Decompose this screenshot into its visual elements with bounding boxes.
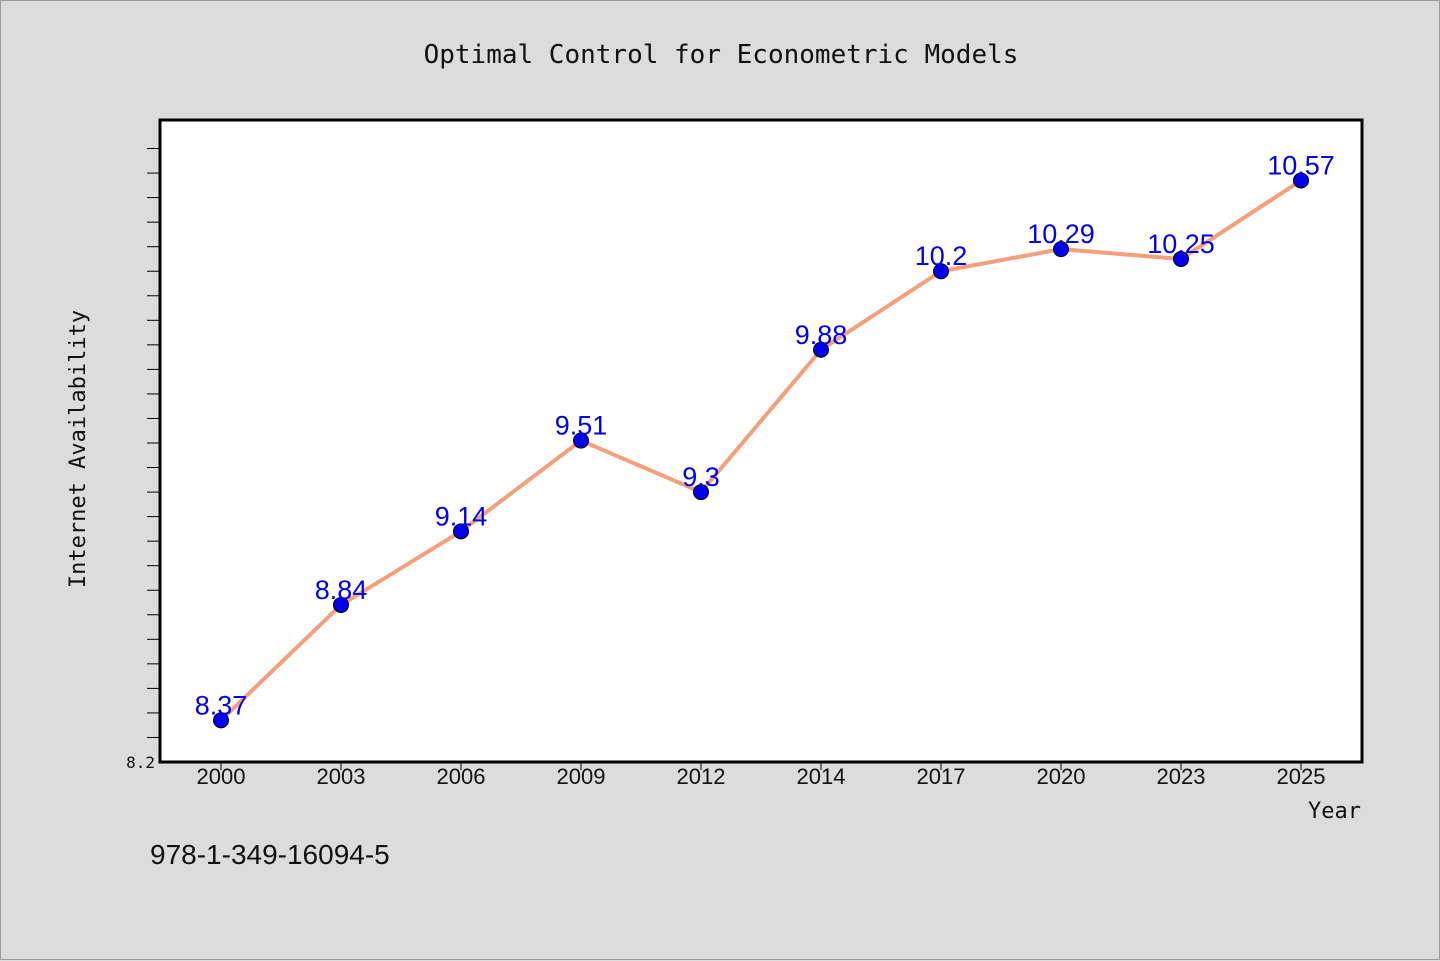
x-axis-ticks: 2000 2003 2006 2009 2012 2014 2017 2020 2023 2025	[197, 762, 1326, 789]
data-point	[573, 432, 589, 449]
data-label: 10.2	[915, 241, 968, 271]
data-label: 9.3	[682, 462, 720, 492]
x-tick-label: 2009	[557, 764, 606, 789]
data-label: 9.14	[435, 501, 488, 531]
data-point	[1053, 241, 1069, 258]
x-tick-label: 2014	[797, 764, 846, 789]
chart-title: Optimal Control for Econometric Models	[424, 40, 1019, 70]
data-point	[813, 341, 829, 358]
x-tick-label: 2003	[317, 764, 366, 789]
y-axis-label: Internet Availability	[66, 310, 91, 588]
x-tick-label: 2017	[917, 764, 966, 789]
data-point	[453, 523, 469, 540]
data-label: 10.25	[1147, 229, 1215, 259]
data-point	[1173, 250, 1189, 267]
series-line	[219, 178, 1303, 723]
data-label: 8.84	[315, 575, 368, 605]
y-tick-label: 8.2	[126, 753, 155, 772]
x-tick-label: 2006	[437, 764, 486, 789]
plot-area	[158, 118, 1364, 764]
x-axis-label: Year	[1308, 799, 1361, 824]
x-tick-label: 2000	[197, 764, 246, 789]
y-axis-ticks: 8.2	[126, 148, 160, 772]
data-label: 9.88	[795, 320, 848, 350]
footer-isbn: 978-1-349-16094-5	[150, 839, 390, 870]
x-tick-label: 2020	[1037, 764, 1086, 789]
data-label: 9.51	[555, 411, 608, 441]
x-tick-label: 2025	[1277, 764, 1326, 789]
data-label: 10.29	[1027, 219, 1095, 249]
data-point	[213, 712, 229, 729]
x-tick-label: 2012	[677, 764, 726, 789]
data-label: 8.37	[195, 690, 248, 720]
data-label: 10.57	[1267, 150, 1335, 180]
data-point	[333, 596, 349, 613]
data-point	[933, 263, 949, 280]
x-tick-label: 2023	[1157, 764, 1206, 789]
series-layer: 8.37 8.84 9.14 9.51 9.3 9.88 10.2 10.29 10.25 10.…	[195, 150, 1335, 729]
data-point	[693, 484, 709, 501]
data-point	[1293, 172, 1309, 189]
